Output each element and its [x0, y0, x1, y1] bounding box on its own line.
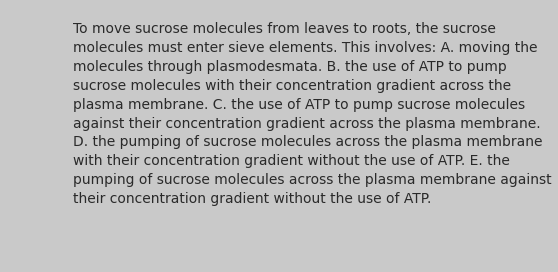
Text: To move sucrose molecules from leaves to roots, the sucrose molecules must enter: To move sucrose molecules from leaves to…	[73, 22, 551, 206]
